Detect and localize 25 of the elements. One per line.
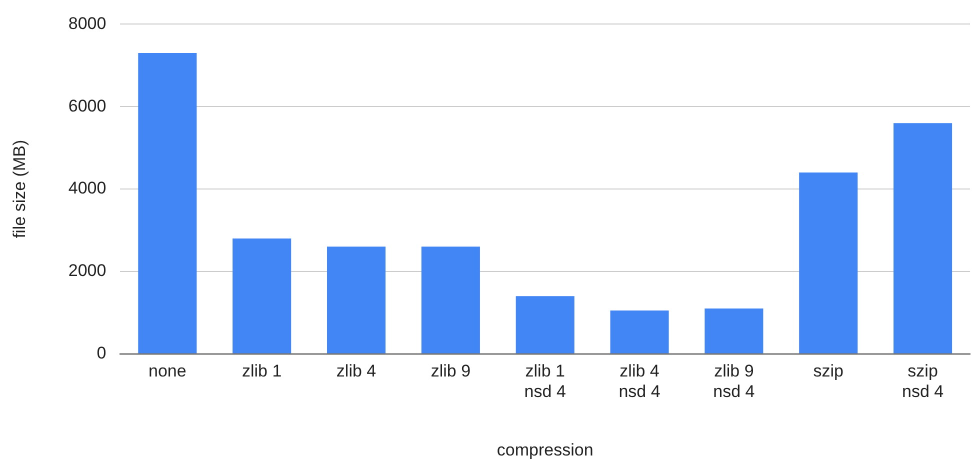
x-tick-label: zlib 1 nsd 4 (524, 362, 566, 402)
x-tick-label: none (148, 362, 186, 381)
x-tick-label: szip nsd 4 (902, 362, 944, 402)
x-tick-label: szip (813, 362, 844, 381)
bar (327, 246, 386, 354)
x-axis-title: compression (496, 440, 594, 460)
bar (610, 310, 669, 354)
bar (138, 53, 197, 354)
x-tick-label: zlib 4 nsd 4 (618, 362, 660, 402)
x-tick-label: zlib 4 (336, 362, 376, 381)
x-tick-label: zlib 9 nsd 4 (713, 362, 755, 402)
bar (894, 123, 952, 354)
y-tick-label: 2000 (68, 261, 106, 280)
y-tick-label: 6000 (68, 96, 106, 116)
bar (516, 296, 574, 354)
bar (704, 308, 764, 354)
y-axis-title: file size (MB) (10, 140, 29, 238)
x-tick-label: zlib 9 (430, 362, 471, 381)
bar (799, 172, 858, 354)
bar (421, 246, 480, 354)
y-tick-label: 4000 (68, 178, 106, 198)
y-tick-label: 0 (96, 343, 106, 362)
bar (232, 238, 292, 354)
x-tick-label: zlib 1 (242, 362, 282, 381)
y-tick-label: 8000 (68, 14, 106, 33)
